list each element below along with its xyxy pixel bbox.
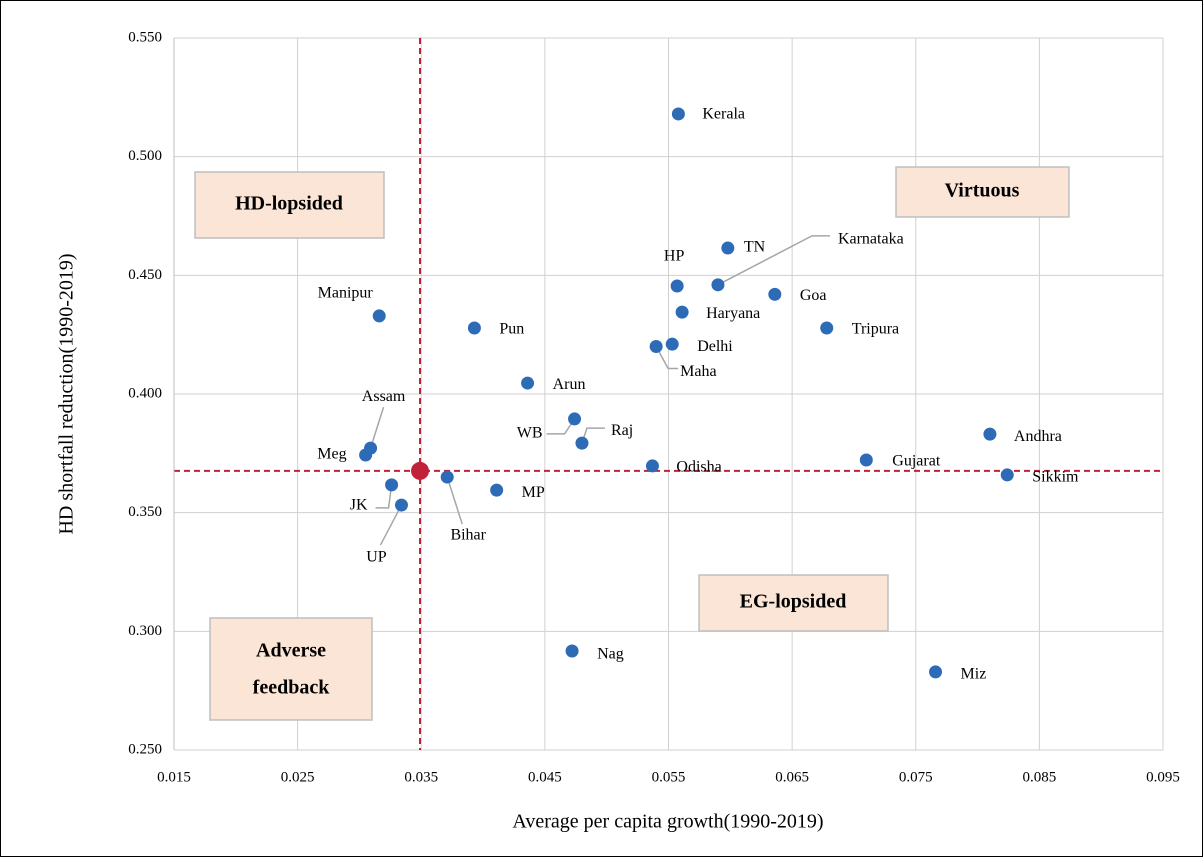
y-tick-label: 0.250 (128, 741, 162, 757)
quadrant-label: HD-lopsided (235, 193, 343, 215)
quadrant-box (194, 171, 385, 239)
x-tick-label: 0.045 (528, 769, 562, 785)
point (671, 107, 685, 121)
leader-line (375, 484, 393, 509)
point-label: Odisha (676, 459, 721, 476)
x-tick-label: 0.035 (404, 769, 438, 785)
point-label: Haryana (706, 305, 760, 322)
point (859, 453, 873, 467)
point (490, 483, 504, 497)
y-tick-label: 0.400 (128, 385, 162, 401)
quadrant-boxes: HD-lopsided Virtuous EG-lopsided Adverse… (194, 166, 1070, 721)
point (649, 340, 663, 354)
x-tick-label: 0.095 (1146, 769, 1180, 785)
point (521, 376, 535, 390)
x-tick-label: 0.025 (281, 769, 315, 785)
x-axis-title: Average per capita growth(1990-2019) (512, 811, 823, 833)
y-tick-label: 0.500 (128, 148, 162, 164)
point-label: Tripura (852, 321, 899, 338)
leader-line (379, 504, 403, 546)
quadrant-box (895, 166, 1070, 218)
point (372, 309, 386, 323)
point (983, 427, 997, 441)
x-tick-label: 0.085 (1023, 769, 1057, 785)
point (440, 470, 454, 484)
y-tick-label: 0.300 (128, 623, 162, 639)
point-label: Meg (317, 446, 346, 463)
point-label: Manipur (318, 285, 374, 302)
quadrant-label: EG-lopsided (740, 591, 847, 613)
point-label: MP (522, 484, 545, 501)
y-tick-label: 0.450 (128, 267, 162, 283)
point (467, 321, 481, 335)
point (568, 412, 582, 426)
quadrant-label: Adverse (256, 640, 326, 662)
point (768, 287, 782, 301)
point (359, 448, 373, 462)
point-label: Karnataka (838, 230, 904, 247)
point-label: WB (517, 425, 543, 442)
point-label: Andhra (1014, 428, 1062, 445)
point (929, 665, 943, 679)
point-label: Goa (800, 287, 827, 304)
plot-area: 0.015 0.025 0.035 0.045 0.055 0.065 0.075 0.085… (128, 29, 1180, 785)
point-label: Bihar (450, 527, 486, 544)
leader-line (369, 406, 385, 449)
reference-point (411, 461, 430, 480)
point-label: Raj (611, 422, 633, 439)
point-label: HP (664, 248, 685, 265)
leader-line (446, 476, 463, 525)
leader-line (717, 235, 830, 286)
point (675, 305, 689, 319)
point-label: Kerala (702, 106, 745, 123)
point-label: Nag (597, 646, 624, 663)
y-tick-label: 0.350 (128, 504, 162, 520)
point-label: Arun (553, 376, 586, 393)
x-tick-label: 0.065 (775, 769, 809, 785)
y-tick-label: 0.550 (128, 29, 162, 45)
quadrant-box (209, 617, 373, 721)
point (575, 436, 589, 450)
point-label: Gujarat (892, 453, 941, 470)
quadrant-label: feedback (253, 677, 331, 699)
leader-line (655, 346, 679, 370)
point-label: JK (350, 497, 368, 514)
point (385, 478, 399, 492)
x-tick-label: 0.015 (157, 769, 191, 785)
point (645, 459, 659, 473)
point (565, 644, 579, 658)
point (820, 321, 834, 335)
point (670, 279, 684, 293)
quadrant-box (698, 574, 889, 632)
point-label: Maha (680, 363, 716, 380)
point (1000, 468, 1014, 482)
point-label: Miz (961, 666, 987, 683)
x-tick-label: 0.055 (652, 769, 686, 785)
point-label: Assam (362, 388, 406, 405)
quadrant-label: Virtuous (945, 180, 1020, 202)
point (721, 241, 735, 255)
point (665, 337, 679, 351)
point-label: UP (366, 549, 387, 566)
point-label: Delhi (697, 338, 733, 355)
point-label: TN (744, 239, 766, 256)
point (711, 278, 725, 292)
point (394, 498, 408, 512)
point-label: Pun (499, 321, 524, 338)
y-axis-title: HD shortfall reduction(1990-2019) (56, 253, 78, 534)
point-label: Sikkim (1032, 469, 1079, 486)
x-tick-label: 0.075 (899, 769, 933, 785)
